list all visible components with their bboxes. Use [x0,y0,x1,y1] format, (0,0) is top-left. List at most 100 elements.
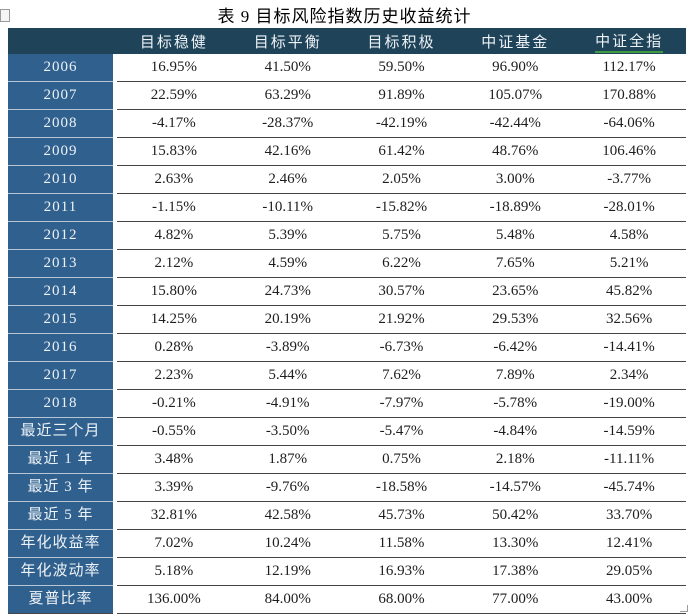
cell-value: -6.73% [344,334,459,362]
anchor-marker-artifact [0,9,10,22]
column-gap [113,138,117,166]
cell-value: -9.76% [230,474,345,502]
cell-value: 14.25% [117,306,231,334]
cell-value: -4.91% [230,390,345,418]
table-row: 2016 0.28% -3.89% -6.73% -6.42% -14.41% [8,334,686,362]
table-row: 年化收益率 7.02% 10.24% 11.58% 13.30% 12.41% [8,530,686,558]
cell-value: 15.80% [117,278,231,306]
cell-value: -3.89% [230,334,345,362]
row-label: 2007 [8,82,113,110]
cell-value: -18.89% [458,194,573,222]
cell-value: 84.00% [230,586,345,614]
cell-value: -19.00% [572,390,686,418]
column-header-label: 中证全指 [595,30,664,53]
column-gap [113,362,117,390]
cell-value: 5.75% [344,222,459,250]
column-gap [113,278,117,306]
cell-value: -6.42% [458,334,573,362]
table-row: 2010 2.63% 2.46% 2.05% 3.00% -3.77% [8,166,686,194]
cell-value: -0.21% [117,390,231,418]
cell-value: 21.92% [344,306,459,334]
row-label: 2013 [8,250,113,278]
cell-value: -64.06% [572,110,686,138]
cell-value: -28.37% [230,110,345,138]
returns-table: 目标稳健 目标平衡 目标积极 中证基金 中证全指 2006 16.95% 41.50… [8,28,686,614]
cell-value: 45.73% [344,502,459,530]
column-header-label: 目标稳健 [139,34,208,51]
cell-value: 20.19% [230,306,345,334]
cell-value: 91.89% [344,82,459,110]
column-header-balanced: 目标平衡 [231,31,345,52]
table-row: 2013 2.12% 4.59% 6.22% 7.65% 5.21% [8,250,686,278]
cell-value: 170.88% [572,82,686,110]
cell-value: 29.05% [572,558,686,586]
row-label: 2011 [8,194,113,222]
cell-value: 29.53% [458,306,573,334]
cell-value: 10.24% [230,530,345,558]
cell-value: 15.83% [117,138,231,166]
row-label: 年化收益率 [8,530,113,558]
cell-value: 106.46% [572,138,686,166]
cell-value: 32.81% [117,502,231,530]
column-gap [113,474,117,502]
cell-value: 41.50% [230,54,345,82]
row-label: 夏普比率 [8,586,113,614]
table-caption: 表 9 目标风险指数历史收益统计 [217,7,472,26]
cell-value: 13.30% [458,530,573,558]
column-header-csi-all: 中证全指 [572,30,686,53]
cell-value: 43.00% [572,586,686,614]
cell-value: 2.63% [117,166,231,194]
cell-value: -14.57% [458,474,573,502]
cell-value: -4.84% [458,418,573,446]
table-row: 最近 5 年 32.81% 42.58% 45.73% 50.42% 33.70% [8,502,686,530]
cell-value: 6.22% [344,250,459,278]
cell-value: 7.65% [458,250,573,278]
cell-value: 63.29% [230,82,345,110]
column-header-aggressive: 目标积极 [345,31,459,52]
cell-value: 3.00% [458,166,573,194]
cell-value: -15.82% [344,194,459,222]
cell-value: 7.89% [458,362,573,390]
cell-value: -11.11% [572,446,686,474]
cell-value: 32.56% [572,306,686,334]
cell-value: 61.42% [344,138,459,166]
row-label: 2008 [8,110,113,138]
column-gap [113,306,117,334]
cell-value: 7.62% [344,362,459,390]
row-label: 最近三个月 [8,418,113,446]
column-gap [113,390,117,418]
column-gap [113,194,117,222]
cell-value: -18.58% [344,474,459,502]
table-row: 夏普比率 136.00% 84.00% 68.00% 77.00% 43.00% [8,586,686,614]
column-header-label: 中证基金 [481,34,550,51]
cell-value: 2.12% [117,250,231,278]
table-row: 2018 -0.21% -4.91% -7.97% -5.78% -19.00% [8,390,686,418]
cell-value: -5.47% [344,418,459,446]
row-label: 2010 [8,166,113,194]
cell-value: 33.70% [572,502,686,530]
cell-value: 112.17% [572,54,686,82]
cell-value: 5.21% [572,250,686,278]
cell-value: 1.87% [230,446,345,474]
cell-value: -45.74% [572,474,686,502]
table-row: 年化波动率 5.18% 12.19% 16.93% 17.38% 29.05% [8,558,686,586]
cell-value: 5.44% [230,362,345,390]
row-label: 2016 [8,334,113,362]
row-label: 2014 [8,278,113,306]
column-gap [113,54,117,82]
cell-value: 11.58% [344,530,459,558]
row-label: 最近 3 年 [8,474,113,502]
row-label: 最近 5 年 [8,502,113,530]
cell-value: 16.93% [344,558,459,586]
cell-value: 24.73% [230,278,345,306]
cell-value: -3.77% [572,166,686,194]
cell-value: 17.38% [458,558,573,586]
cell-value: 50.42% [458,502,573,530]
cell-value: -42.19% [344,110,459,138]
table-row: 最近 1 年 3.48% 1.87% 0.75% 2.18% -11.11% [8,446,686,474]
column-gap [113,530,117,558]
cell-value: 77.00% [458,586,573,614]
column-gap [113,418,117,446]
cell-value: -28.01% [572,194,686,222]
